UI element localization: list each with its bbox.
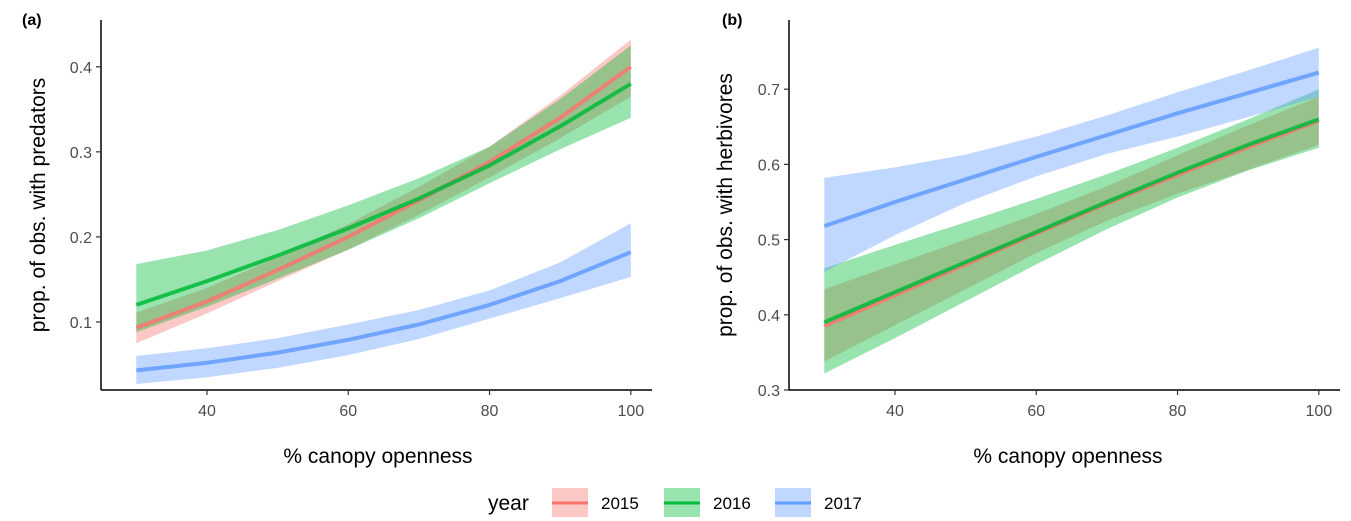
panel-a-line-2015	[135, 65, 632, 330]
panel-a-x-tick-label: 40	[198, 403, 216, 420]
panel-a-x-tick-label: 60	[339, 403, 357, 420]
panel-b-y-tick-label: 0.7	[758, 82, 780, 99]
panel-b-y-tick-label: 0.5	[758, 233, 780, 250]
panel-b-tag: (b)	[722, 12, 742, 29]
panel-a-y-tick-label: 0.4	[70, 60, 92, 77]
panel-a-tag: (a)	[22, 12, 42, 29]
panel-b-x-axis-title: % canopy openness	[973, 445, 1162, 468]
panel-a-x-tick-label: 100	[617, 403, 644, 420]
panel-b-y-tick-label: 0.6	[758, 157, 780, 174]
panel-b-line-2016	[823, 117, 1320, 325]
panel-b-ribbon-2017	[824, 47, 1319, 272]
legend-label-2016: 2016	[713, 494, 751, 513]
legend-title: year	[488, 492, 529, 515]
panel-a-ribbon-2017	[136, 223, 631, 384]
panel-b-y-tick-label: 0.4	[758, 308, 780, 325]
panel-b-x-tick-label: 60	[1027, 403, 1045, 420]
panel-b-ribbon-2015	[824, 96, 1319, 362]
panel-a-x-tick-label: 80	[481, 403, 499, 420]
legend-label-2017: 2017	[824, 494, 862, 513]
panel-a-y-axis-title: prop. of obs. with predators	[27, 78, 50, 332]
panel-b-plot-area: 40 60 80 100 0.3 0.4 0.5 0.6 0.7	[758, 20, 1340, 420]
panel-b-line-2017	[823, 70, 1320, 228]
panel-a-line-2017	[136, 250, 632, 373]
panel-b-y-axis-title: prop. of obs. with herbivores	[714, 73, 737, 337]
panel-a-plot-area: 40 60 80 100 0.1 0.2 0.3 0.4	[70, 20, 652, 420]
panel-a-y-tick-label: 0.3	[70, 145, 92, 162]
panel-b-y-tick-label: 0.3	[758, 383, 780, 400]
panel-a-y-tick-label: 0.1	[70, 315, 92, 332]
panel-b-x-tick-label: 80	[1169, 403, 1187, 420]
legend-item-2017: 2017	[775, 488, 862, 517]
legend-item-2016: 2016	[664, 488, 751, 517]
panel-a-ribbon-2015	[136, 39, 631, 344]
panel-a-y-tick-label: 0.2	[70, 230, 92, 247]
panel-b-ribbon-2016	[824, 89, 1319, 374]
legend-item-2015: 2015	[552, 488, 639, 517]
panel-a-x-axis-title: % canopy openness	[283, 445, 472, 468]
panel-a: (a) 40 60 80 100 0.1 0.2 0.3 0.4 % canopy openn…	[22, 12, 652, 468]
panel-b-x-tick-label: 100	[1305, 403, 1332, 420]
legend: year 2015 2016 2017	[488, 488, 862, 517]
panel-b-x-tick-label: 40	[886, 403, 904, 420]
panel-a-line-2016	[135, 82, 632, 307]
legend-label-2015: 2015	[601, 494, 639, 513]
panel-b: (b) 40 60 80 100 0.3 0.4 0.5 0.6 0.7 % canopy op…	[714, 12, 1340, 468]
